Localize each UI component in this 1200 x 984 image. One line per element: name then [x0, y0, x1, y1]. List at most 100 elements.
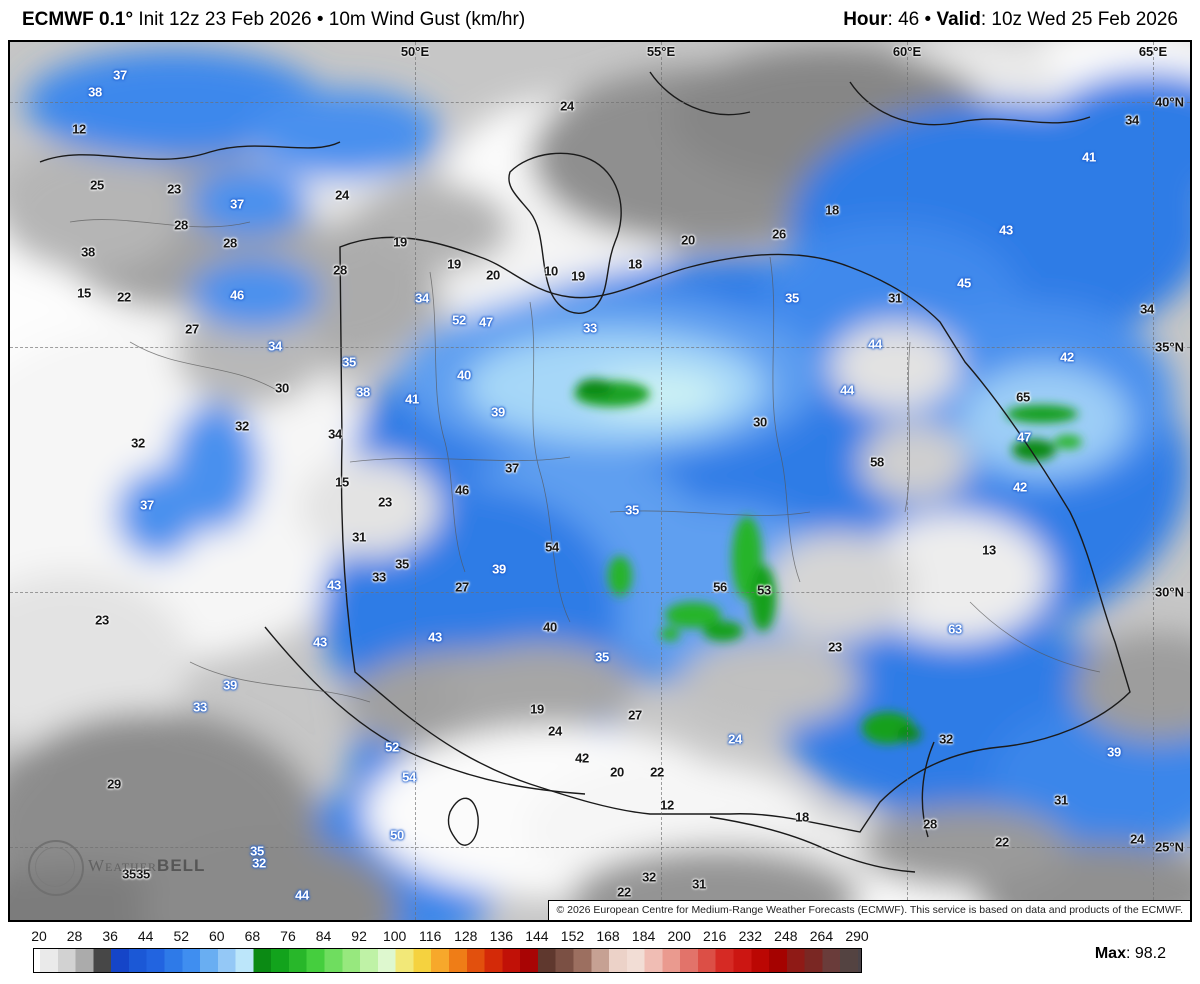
wind-gust-value: 39: [223, 677, 237, 693]
wind-gust-value: 58: [870, 454, 884, 470]
wind-gust-value: 19: [447, 256, 461, 272]
longitude-label: 55°E: [646, 44, 676, 59]
scale-tick-label: 68: [244, 928, 261, 944]
longitude-gridline: [415, 42, 416, 920]
wind-gust-value: 35: [785, 290, 799, 306]
wind-gust-value: 27: [455, 579, 469, 595]
max-value-label: Max: 98.2: [1094, 945, 1166, 962]
watermark-bell: BELL: [157, 856, 206, 875]
latitude-gridline: [10, 102, 1190, 103]
wind-gust-value: 52: [452, 312, 466, 328]
scale-tick-label: 92: [351, 928, 367, 944]
wind-gust-value: 42: [1013, 479, 1027, 495]
wind-gust-value: 38: [88, 84, 102, 100]
wind-gust-value: 32: [642, 869, 656, 885]
wind-gust-value: 31: [1054, 792, 1068, 808]
wind-gust-value: 47: [479, 314, 493, 330]
wind-gust-value: 37: [140, 497, 154, 513]
separator-dot: •: [924, 9, 932, 30]
scale-tick-label: 44: [137, 928, 154, 944]
logo-ring-icon: [28, 840, 84, 896]
latitude-label: 25°N: [1154, 839, 1184, 855]
valid-time: Hour: 46 • Valid: 10z Wed 25 Feb 2026: [843, 9, 1178, 30]
wind-gust-value: 38: [356, 384, 370, 400]
wind-gust-value: 28: [923, 816, 937, 832]
wind-gust-value: 42: [575, 750, 589, 766]
wind-gust-value: 18: [795, 809, 809, 825]
wind-gust-value: 38: [81, 244, 95, 260]
wind-gust-value: 63: [948, 621, 962, 637]
wind-gust-value: 44: [295, 887, 309, 903]
title-rest: Init 12z 23 Feb 2026 • 10m Wind Gust (km…: [133, 9, 526, 30]
valid-label: Valid: [936, 9, 981, 30]
wind-gust-value: 31: [692, 876, 706, 892]
wind-gust-value: 24: [1130, 831, 1144, 847]
longitude-label: 50°E: [400, 44, 430, 59]
scale-tick-label: 28: [66, 928, 83, 944]
wind-gust-value: 40: [543, 619, 557, 635]
model-name: ECMWF 0.1°: [22, 9, 134, 30]
wind-gust-value: 15: [335, 474, 349, 490]
scale-tick-label: 84: [315, 928, 332, 944]
wind-gust-value: 44: [868, 336, 882, 352]
watermark-weather: Weather: [88, 856, 158, 875]
wind-gust-value: 34: [1140, 301, 1154, 317]
wind-gust-value: 24: [560, 98, 574, 114]
wind-gust-value: 47: [1017, 429, 1031, 445]
latitude-gridline: [10, 592, 1190, 593]
wind-gust-value: 24: [728, 731, 742, 747]
wind-gust-value: 13: [982, 542, 996, 558]
scale-ticks: 20 28 36 44 52 60 68 76 84 92 100 116 128 136 144 152 16…: [0, 928, 1200, 946]
valid-value: 10z Wed 25 Feb 2026: [991, 9, 1178, 30]
wind-gust-value: 18: [628, 256, 642, 272]
longitude-label: 60°E: [892, 44, 922, 59]
wind-gust-value: 41: [1082, 149, 1096, 165]
wind-gust-value: 39: [492, 561, 506, 577]
max-value: 98.2: [1134, 945, 1166, 962]
wind-gust-value: 22: [650, 764, 664, 780]
wind-gust-value: 43: [327, 577, 341, 593]
wind-gust-value: 12: [660, 797, 674, 813]
wind-gust-value: 31: [352, 529, 366, 545]
latitude-label: 30°N: [1154, 584, 1184, 600]
wind-gust-value: 22: [995, 834, 1009, 850]
scale-tick-label: 136: [489, 928, 514, 944]
wind-gust-value: 24: [548, 723, 562, 739]
wind-gust-value: 35: [136, 866, 150, 882]
wind-gust-value: 31: [888, 290, 902, 306]
wind-gust-value: 23: [828, 639, 842, 655]
wind-gust-value: 43: [428, 629, 442, 645]
forecast-map: 50°E 55°E 60°E 65°E 40°N 35°N 30°N 25°N 38 37 37 4…: [8, 40, 1192, 922]
wind-gust-value: 23: [167, 181, 181, 197]
wind-gust-value: 34: [328, 426, 342, 442]
hour-value: 46: [898, 9, 920, 30]
wind-gust-value: 56: [713, 579, 727, 595]
logo-inner-ring-icon: [35, 847, 75, 887]
scale-tick-label: 152: [560, 928, 585, 944]
wind-gust-value: 25: [90, 177, 104, 193]
wind-gust-value: 28: [223, 235, 237, 251]
wind-gust-value: 32: [235, 418, 249, 434]
wind-gust-value: 19: [530, 701, 544, 717]
wind-gust-value: 41: [405, 391, 419, 407]
wind-gust-value: 46: [455, 482, 469, 498]
wind-gust-value: 42: [1060, 349, 1074, 365]
scale-tick-label: 144: [525, 928, 549, 944]
wind-gust-value: 43: [313, 634, 327, 650]
wind-gust-value: 30: [275, 380, 289, 396]
wind-gust-value: 29: [107, 776, 121, 792]
wind-gust-value: 12: [72, 121, 86, 137]
max-label: Max: [1094, 945, 1126, 962]
wind-gust-value: 20: [681, 232, 695, 248]
map-title: ECMWF 0.1° Init 12z 23 Feb 2026 • 10m Wi…: [22, 9, 525, 31]
country-borders: [39, 71, 1131, 873]
scale-tick-label: 290: [845, 928, 869, 944]
scale-tick-label: 248: [774, 928, 798, 944]
wind-gust-value: 33: [193, 699, 207, 715]
wind-gust-value: 35: [625, 502, 639, 518]
scale-tick-label: 116: [419, 928, 442, 944]
weatherbell-logo: WeatherBELL: [28, 838, 288, 898]
scale-tick-label: 128: [454, 928, 478, 944]
wind-gust-value: 37: [230, 196, 244, 212]
